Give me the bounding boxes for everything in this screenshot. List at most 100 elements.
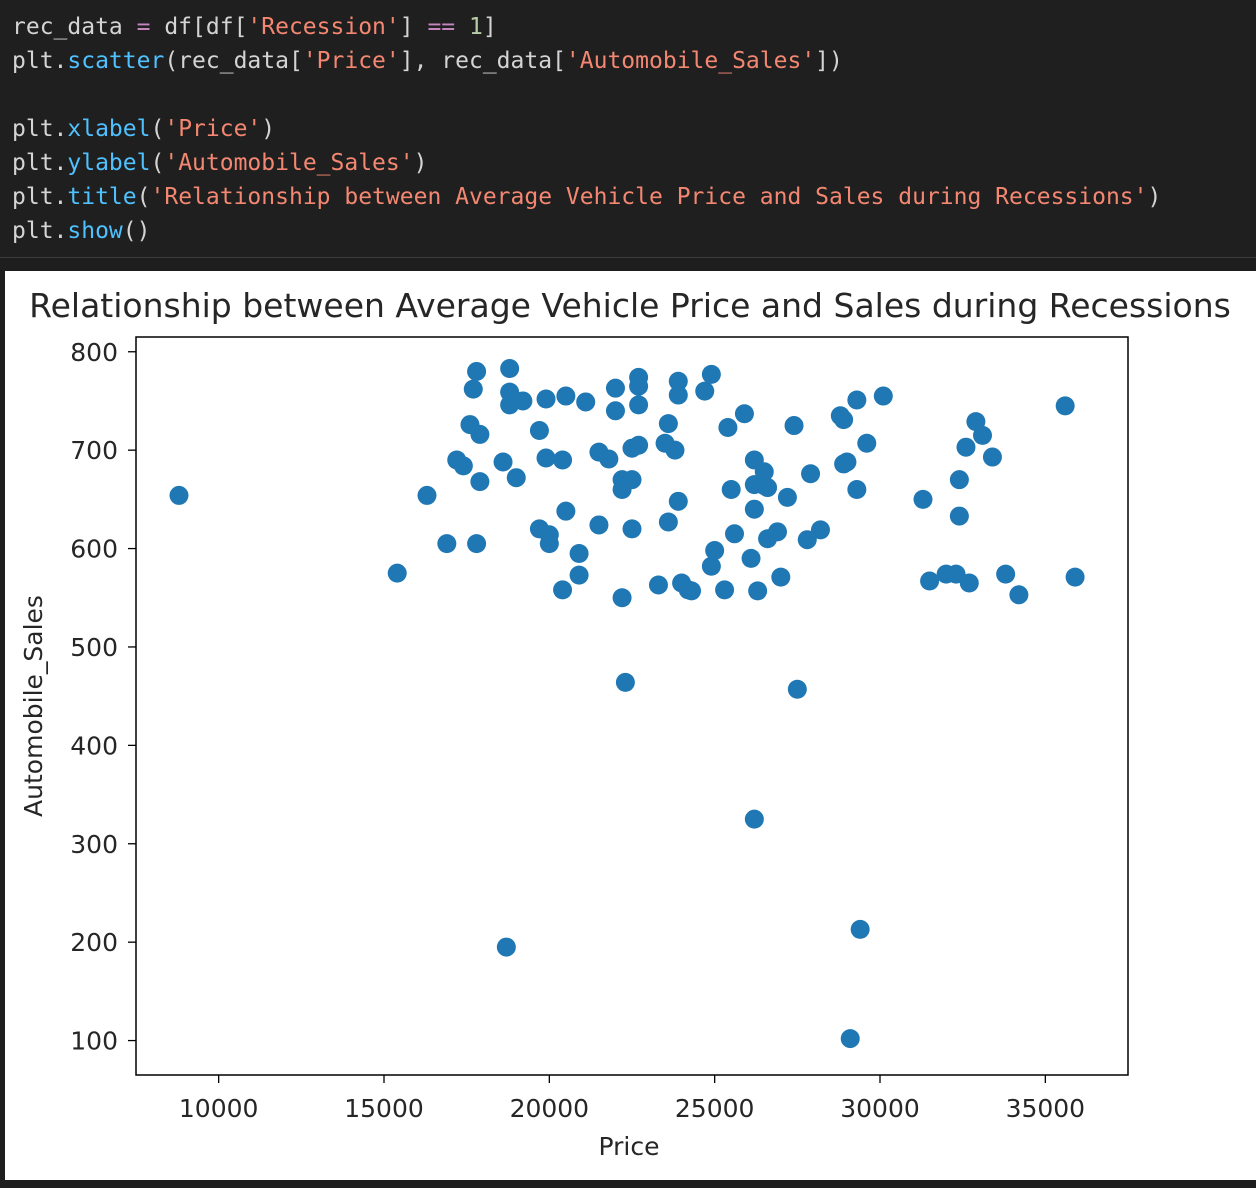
code-token: rec_data [12, 14, 137, 40]
scatter-point [1065, 567, 1085, 587]
scatter-point [754, 462, 774, 482]
code-token: ] [399, 14, 428, 40]
code-token: ], rec_data[ [399, 48, 566, 74]
scatter-point [1055, 396, 1075, 416]
x-tick-label: 20000 [510, 1094, 590, 1123]
code-line: rec_data = df[df['Recession'] == 1] [12, 12, 497, 42]
code-token: df[df[ [150, 14, 248, 40]
code-token: ) [413, 150, 428, 176]
scatter-point [622, 470, 642, 490]
scatter-point [539, 534, 559, 554]
code-token: title [67, 184, 137, 210]
scatter-point [834, 410, 854, 430]
code-token: = [136, 14, 151, 40]
scatter-point [920, 571, 940, 591]
x-tick-label: 10000 [179, 1094, 259, 1123]
scatter-point [668, 385, 688, 405]
scatter-point [506, 468, 526, 488]
code-token: ) [261, 116, 276, 142]
scatter-point [777, 487, 797, 507]
scatter-point [847, 390, 867, 410]
scatter-point [718, 418, 738, 438]
plot-area-frame [135, 336, 1129, 1076]
output-area: Relationship between Average Vehicle Pri… [5, 271, 1256, 1180]
code-token: 'Relationship between Average Vehicle Pr… [150, 184, 1148, 210]
scatter-point [612, 588, 632, 608]
scatter-point [576, 392, 596, 412]
code-token: 'Automobile_Sales' [164, 150, 414, 176]
scatter-point [496, 937, 516, 957]
scatter-point [744, 499, 764, 519]
code-token: () [122, 218, 151, 244]
x-axis-label: Price [599, 1132, 660, 1161]
code-token: xlabel [67, 116, 151, 142]
scatter-point [622, 519, 642, 539]
code-token: 'Recession' [247, 14, 400, 40]
x-tick-label: 25000 [675, 1094, 755, 1123]
scatter-point [959, 573, 979, 593]
scatter-point [956, 437, 976, 457]
scatter-point [949, 470, 969, 490]
scatter-point [725, 524, 745, 544]
scatter-point [741, 548, 761, 568]
scatter-point [470, 472, 490, 492]
scatter-point [453, 456, 473, 476]
scatter-point [658, 414, 678, 434]
code-token: plt. [12, 48, 68, 74]
scatter-point [784, 416, 804, 436]
code-token: ( [150, 116, 165, 142]
scatter-point [847, 480, 867, 500]
code-cell[interactable]: rec_data = df[df['Recession'] == 1] plt.s… [0, 0, 1256, 258]
code-line: plt.title('Relationship between Average … [12, 182, 1161, 212]
scatter-point [536, 448, 556, 468]
scatter-point [715, 580, 735, 600]
scatter-point [695, 381, 715, 401]
scatter-point [701, 556, 721, 576]
code-token: show [67, 218, 123, 244]
scatter-point [857, 433, 877, 453]
scatter-point [873, 386, 893, 406]
code-token: ] [482, 14, 497, 40]
code-line: plt.ylabel('Automobile_Sales') [12, 148, 427, 178]
code-line: plt.show() [12, 216, 150, 246]
scatter-point [1009, 585, 1029, 605]
code-token: ]) [815, 48, 843, 74]
scatter-point [629, 395, 649, 415]
code-token: ylabel [67, 150, 151, 176]
y-tick-label: 500 [70, 633, 118, 662]
chart-title: Relationship between Average Vehicle Pri… [29, 286, 1231, 325]
scatter-point [500, 358, 520, 378]
code-token: plt. [12, 184, 68, 210]
code-token: 'Price' [302, 48, 400, 74]
code-token: scatter [67, 48, 165, 74]
scatter-point [758, 478, 778, 498]
scatter-point [982, 447, 1002, 467]
scatter-point [748, 581, 768, 601]
scatter-point [734, 404, 754, 424]
scatter-point [744, 809, 764, 829]
scatter-point [513, 391, 533, 411]
scatter-point [668, 371, 688, 391]
scatter-point [648, 575, 668, 595]
scatter-point [615, 672, 635, 692]
scatter-point [913, 489, 933, 509]
scatter-point [417, 485, 437, 505]
scatter-point [556, 386, 576, 406]
code-line: plt.scatter(rec_data['Price'], rec_data[… [12, 46, 843, 76]
scatter-point [797, 530, 817, 550]
scatter-point [569, 543, 589, 563]
code-token: ) [1147, 184, 1162, 210]
scatter-point [556, 501, 576, 521]
scatter-point [810, 520, 830, 540]
scatter-point [437, 534, 457, 554]
y-tick-label: 700 [70, 436, 118, 465]
scatter-point [470, 424, 490, 444]
code-token: plt. [12, 116, 68, 142]
scatter-chart: Relationship between Average Vehicle Pri… [19, 286, 1231, 1161]
code-token: ( [136, 184, 151, 210]
scatter-point [771, 567, 791, 587]
scatter-point [840, 1029, 860, 1049]
y-tick-label: 800 [70, 338, 118, 367]
x-tick-label: 15000 [344, 1094, 424, 1123]
scatter-point [589, 515, 609, 535]
